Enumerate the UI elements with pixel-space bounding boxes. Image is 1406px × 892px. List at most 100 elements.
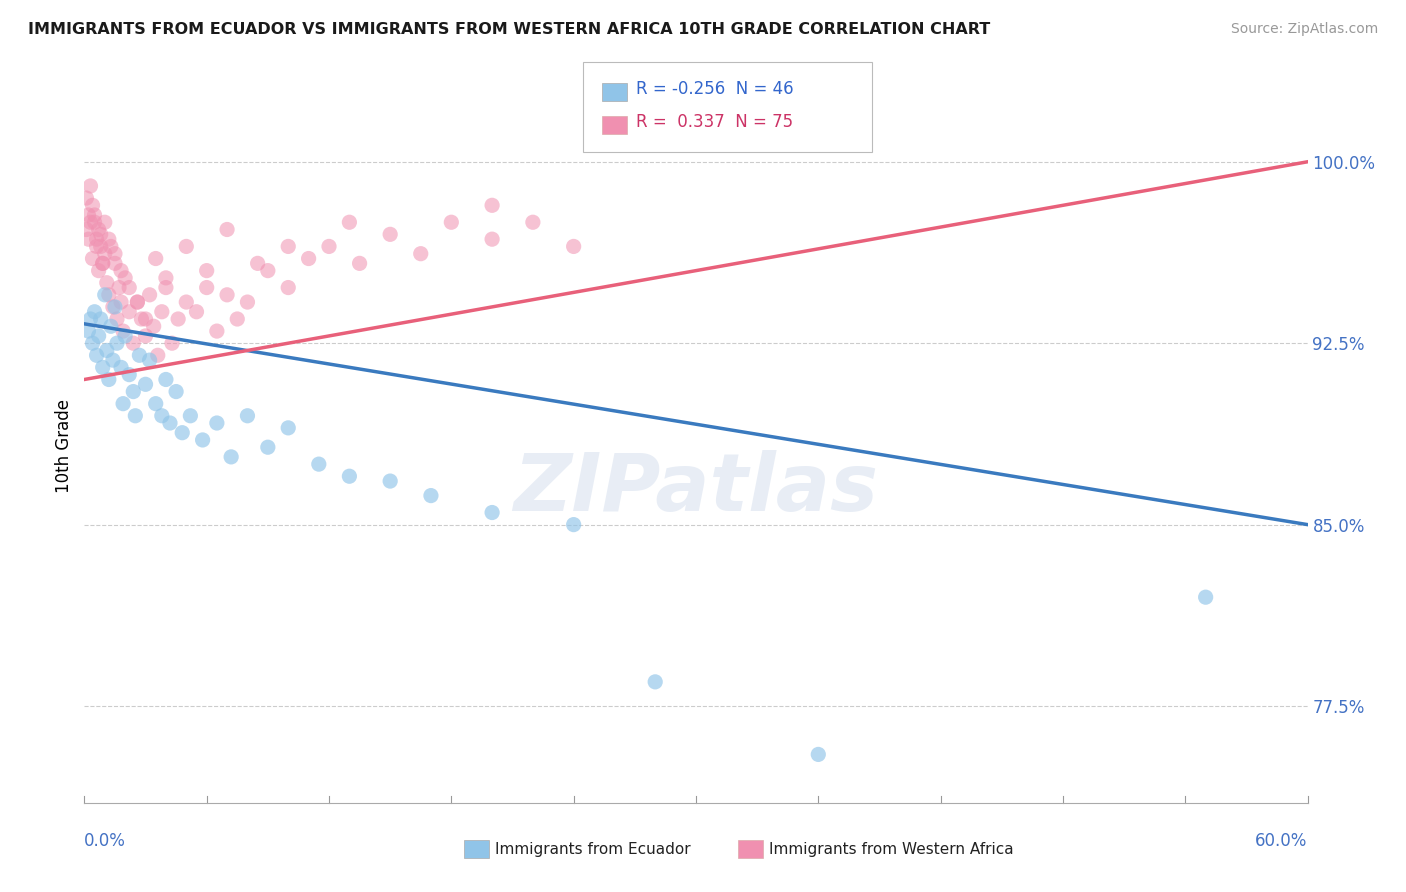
- Point: [108, 280, 131, 294]
- Point: [150, 304, 173, 318]
- Point: [440, 215, 463, 229]
- Point: [257, 440, 280, 454]
- Point: [100, 319, 122, 334]
- Point: [118, 304, 141, 318]
- Point: [195, 263, 218, 277]
- Point: [77, 324, 100, 338]
- Point: [127, 295, 149, 310]
- Point: [298, 252, 321, 266]
- Point: [150, 409, 173, 423]
- Point: [349, 256, 371, 270]
- Point: [420, 489, 443, 503]
- Point: [277, 421, 299, 435]
- Point: [104, 256, 127, 270]
- Point: [142, 319, 165, 334]
- Point: [277, 280, 299, 294]
- Point: [145, 252, 167, 266]
- Point: [83, 208, 105, 222]
- Point: [100, 239, 122, 253]
- Point: [339, 215, 361, 229]
- Point: [87, 329, 110, 343]
- Point: [179, 409, 201, 423]
- Text: 0.0%: 0.0%: [84, 832, 127, 850]
- Point: [172, 425, 194, 440]
- Point: [131, 312, 153, 326]
- Text: Source: ZipAtlas.com: Source: ZipAtlas.com: [1230, 22, 1378, 37]
- Point: [91, 256, 114, 270]
- Point: [219, 450, 242, 464]
- Point: [101, 353, 124, 368]
- Point: [90, 312, 112, 326]
- Point: [104, 246, 127, 260]
- Point: [114, 329, 136, 343]
- Point: [86, 232, 108, 246]
- Point: [97, 372, 120, 386]
- Point: [186, 304, 208, 318]
- Point: [83, 304, 105, 318]
- Point: [380, 474, 402, 488]
- Text: Immigrants from Ecuador: Immigrants from Ecuador: [495, 842, 690, 856]
- Point: [195, 280, 218, 294]
- Point: [807, 747, 830, 762]
- Point: [86, 348, 108, 362]
- Point: [146, 348, 169, 362]
- Point: [114, 271, 136, 285]
- Point: [522, 215, 544, 229]
- Point: [87, 222, 110, 236]
- Point: [174, 239, 197, 253]
- Point: [77, 232, 100, 246]
- Point: [174, 295, 197, 310]
- Point: [644, 674, 666, 689]
- Point: [82, 336, 104, 351]
- Point: [79, 178, 101, 193]
- Point: [135, 312, 157, 326]
- Point: [82, 252, 104, 266]
- Point: [1195, 590, 1218, 604]
- Point: [128, 348, 150, 362]
- Point: [87, 263, 110, 277]
- Point: [155, 271, 177, 285]
- Point: [93, 288, 115, 302]
- Point: [159, 416, 181, 430]
- Point: [145, 397, 167, 411]
- Point: [110, 263, 132, 277]
- Point: [138, 353, 160, 368]
- Point: [124, 409, 146, 423]
- Point: [118, 368, 141, 382]
- Point: [79, 312, 101, 326]
- Point: [481, 506, 503, 520]
- Point: [165, 384, 187, 399]
- Point: [90, 239, 112, 253]
- Point: [101, 300, 124, 314]
- Point: [91, 360, 114, 375]
- Point: [127, 295, 149, 310]
- Point: [118, 280, 141, 294]
- Point: [257, 263, 280, 277]
- Point: [138, 288, 160, 302]
- Point: [122, 336, 145, 351]
- Point: [97, 232, 120, 246]
- Point: [104, 300, 127, 314]
- Point: [191, 433, 214, 447]
- Point: [96, 343, 118, 358]
- Point: [246, 256, 269, 270]
- Point: [155, 280, 177, 294]
- Point: [217, 222, 239, 236]
- Point: [82, 198, 104, 212]
- Point: [226, 312, 249, 326]
- Point: [83, 215, 105, 229]
- Text: Immigrants from Western Africa: Immigrants from Western Africa: [769, 842, 1014, 856]
- Point: [205, 416, 228, 430]
- Point: [318, 239, 340, 253]
- Point: [155, 372, 177, 386]
- Point: [217, 288, 239, 302]
- Point: [79, 215, 101, 229]
- Point: [96, 276, 118, 290]
- Point: [409, 246, 432, 260]
- Point: [205, 324, 228, 338]
- Text: 60.0%: 60.0%: [1256, 832, 1308, 850]
- Point: [236, 409, 259, 423]
- Point: [93, 215, 115, 229]
- Point: [75, 222, 97, 236]
- Point: [277, 239, 299, 253]
